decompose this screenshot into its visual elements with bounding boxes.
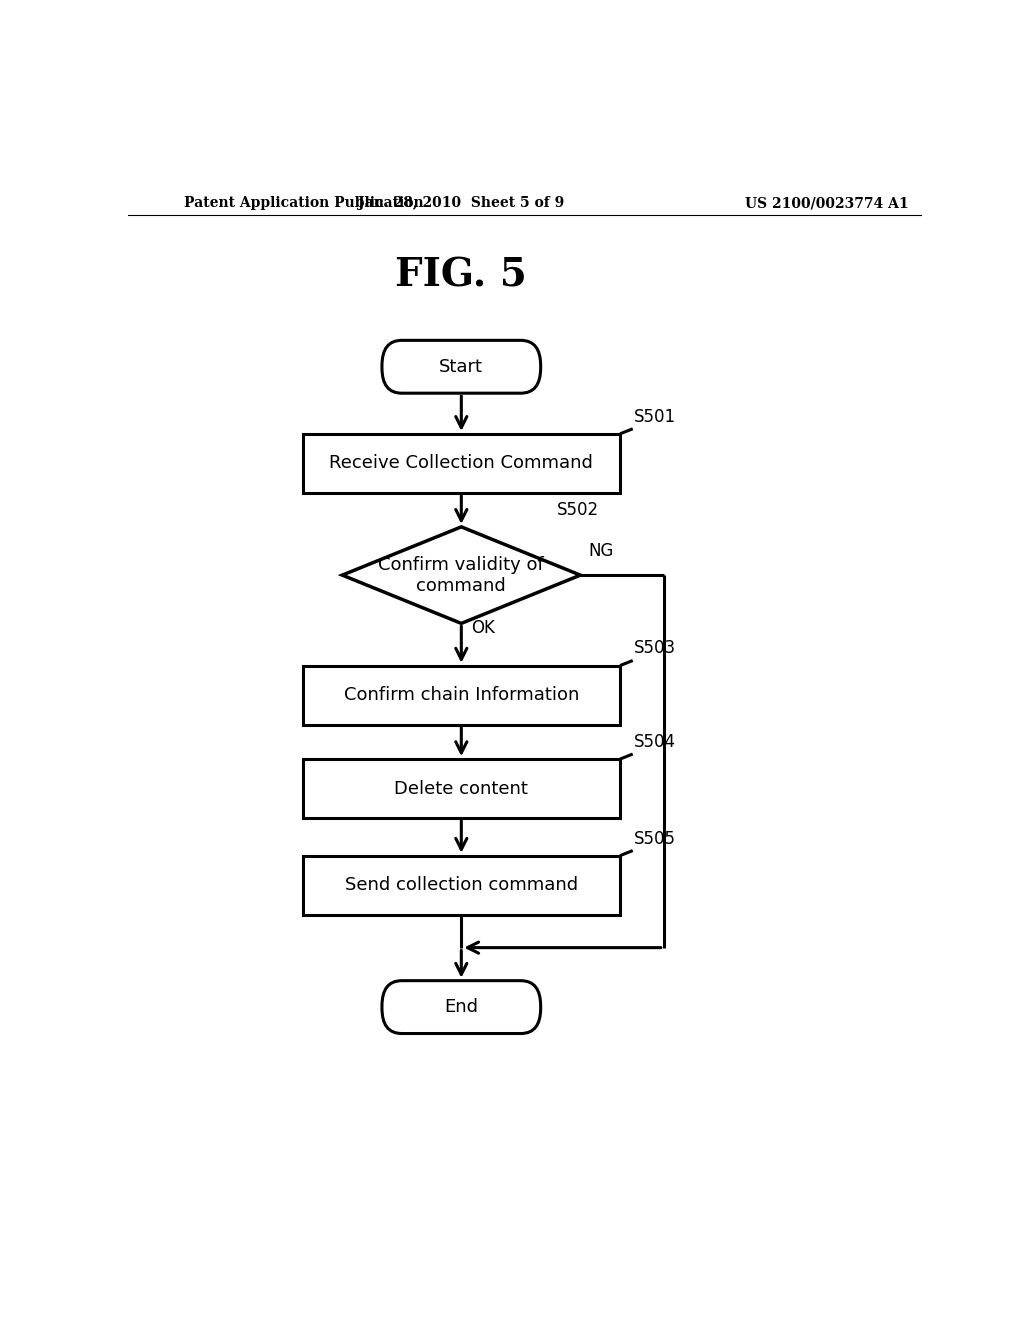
Text: Start: Start [439, 358, 483, 376]
Bar [303, 665, 621, 725]
Bar [303, 759, 621, 818]
Bar [303, 855, 621, 915]
Text: US 2100/0023774 A1: US 2100/0023774 A1 [744, 197, 908, 210]
Text: Jan. 28, 2010  Sheet 5 of 9: Jan. 28, 2010 Sheet 5 of 9 [358, 197, 564, 210]
Text: S504: S504 [634, 733, 676, 751]
Text: Delete content: Delete content [394, 780, 528, 797]
Text: S501: S501 [634, 408, 676, 426]
Text: Send collection command: Send collection command [345, 876, 578, 894]
Text: NG: NG [588, 543, 613, 560]
Text: End: End [444, 998, 478, 1016]
Text: Patent Application Publication: Patent Application Publication [183, 197, 423, 210]
Bar [303, 434, 621, 492]
Text: OK: OK [471, 619, 495, 638]
Text: S503: S503 [634, 639, 676, 657]
Text: Receive Collection Command: Receive Collection Command [330, 454, 593, 473]
Text: Confirm chain Information: Confirm chain Information [344, 686, 579, 704]
Text: S502: S502 [556, 500, 599, 519]
FancyBboxPatch shape [382, 341, 541, 393]
FancyBboxPatch shape [382, 981, 541, 1034]
Polygon shape [342, 527, 581, 623]
Text: S505: S505 [634, 829, 676, 847]
Text: FIG. 5: FIG. 5 [395, 256, 527, 294]
Text: Confirm validity of
command: Confirm validity of command [379, 556, 544, 594]
